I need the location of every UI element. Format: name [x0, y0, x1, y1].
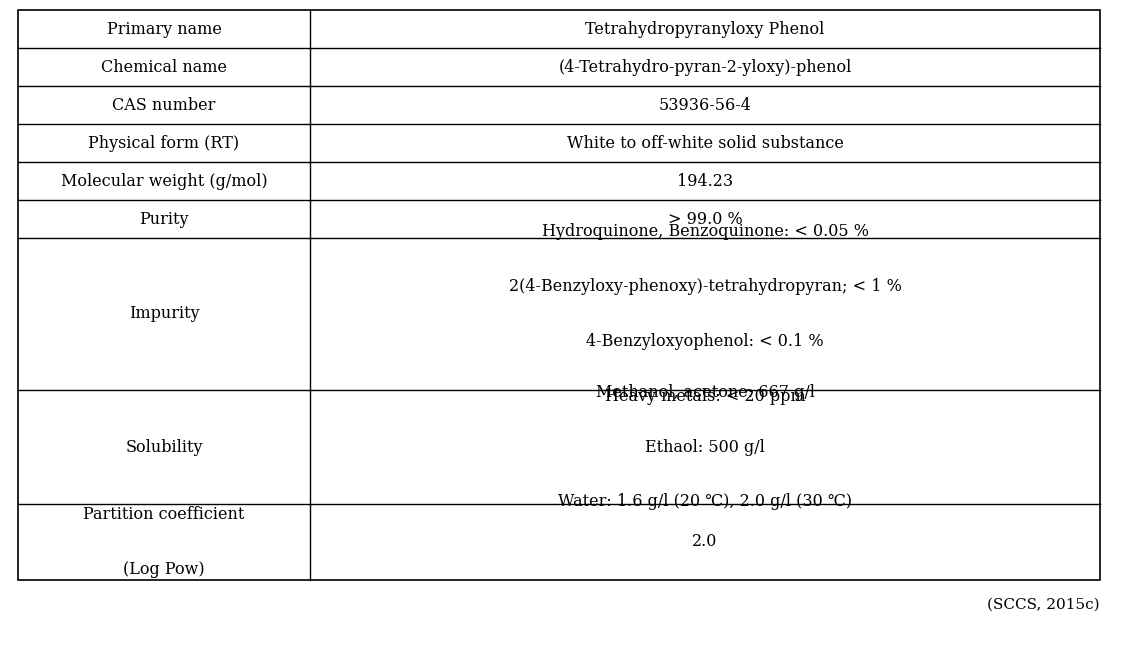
Text: Molecular weight (g/mol): Molecular weight (g/mol) [61, 172, 267, 189]
Text: > 99.0 %: > 99.0 % [668, 210, 742, 227]
Text: Primary name: Primary name [107, 20, 222, 37]
Text: Chemical name: Chemical name [101, 59, 227, 76]
Text: Hydroquinone, Benzoquinone: < 0.05 %

2(4-Benzyloxy-phenoxy)-tetrahydropyran; < : Hydroquinone, Benzoquinone: < 0.05 % 2(4… [509, 223, 902, 405]
Text: White to off-white solid substance: White to off-white solid substance [566, 135, 843, 151]
Text: Solubility: Solubility [125, 439, 203, 456]
Text: CAS number: CAS number [113, 97, 216, 114]
Text: (SCCS, 2015c): (SCCS, 2015c) [988, 598, 1100, 612]
Text: Purity: Purity [140, 210, 189, 227]
Text: 194.23: 194.23 [677, 172, 733, 189]
Bar [18, 10, 1100, 580]
Text: 53936-56-4: 53936-56-4 [659, 97, 751, 114]
Text: Impurity: Impurity [128, 306, 199, 323]
Text: Physical form (RT): Physical form (RT) [89, 135, 240, 151]
Text: 2.0: 2.0 [692, 534, 717, 550]
Text: (4-Tetrahydro-pyran-2-yloxy)-phenol: (4-Tetrahydro-pyran-2-yloxy)-phenol [558, 59, 851, 76]
Text: Tetrahydropyranyloxy Phenol: Tetrahydropyranyloxy Phenol [586, 20, 824, 37]
Text: Partition coefficient

(Log Pow): Partition coefficient (Log Pow) [83, 506, 244, 578]
Text: Methanol, acetone: 667 g/l

Ethaol: 500 g/l

Water: 1.6 g/l (20 ℃), 2.0 g/l (30 : Methanol, acetone: 667 g/l Ethaol: 500 g… [558, 384, 852, 510]
